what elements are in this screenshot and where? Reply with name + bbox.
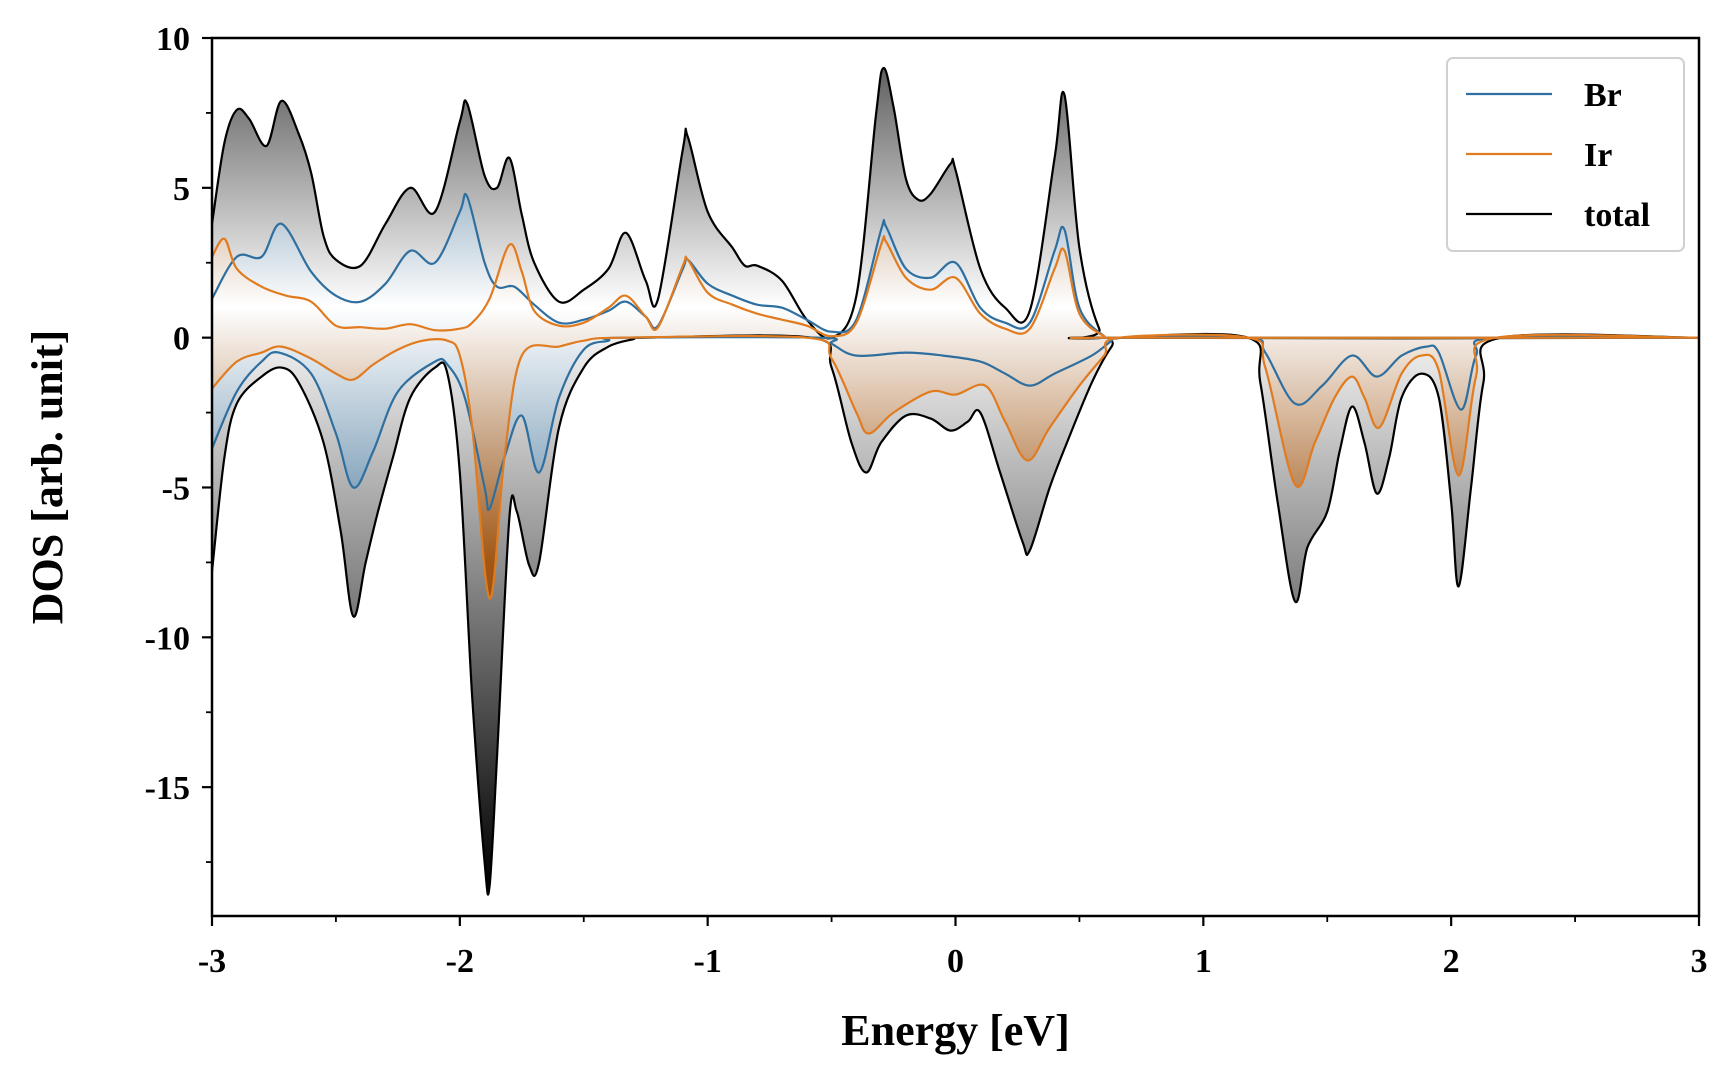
area-total-up bbox=[212, 67, 1699, 339]
x-tick-label: -1 bbox=[694, 943, 722, 980]
area-ir-down bbox=[212, 334, 1699, 599]
line-total-down bbox=[212, 332, 1699, 896]
legend-label-ir: Ir bbox=[1584, 137, 1612, 174]
legend: Br Ir total bbox=[1446, 57, 1685, 252]
legend-label-br: Br bbox=[1584, 77, 1622, 114]
line-ir-up bbox=[212, 235, 1699, 340]
x-tick-label: -3 bbox=[198, 943, 226, 980]
line-br-up bbox=[212, 192, 1699, 340]
y-tick-label: 0 bbox=[173, 321, 190, 358]
x-axis-title: Energy [eV] bbox=[841, 1006, 1070, 1055]
plot-area bbox=[212, 66, 1699, 896]
area-ir-up bbox=[212, 236, 1699, 339]
area-br-up bbox=[212, 193, 1699, 339]
legend-box bbox=[1446, 57, 1685, 252]
y-tick-label: 5 bbox=[173, 171, 190, 208]
area-total-down bbox=[212, 334, 1699, 895]
x-tick-label: 3 bbox=[1691, 943, 1708, 980]
x-tick-label: 1 bbox=[1195, 943, 1212, 980]
y-axis-title: DOS [arb. unit] bbox=[23, 330, 72, 625]
x-tick-label: 2 bbox=[1443, 943, 1460, 980]
legend-label-total: total bbox=[1584, 197, 1650, 234]
y-tick-label: -10 bbox=[145, 620, 190, 657]
line-total-up bbox=[212, 66, 1699, 340]
line-br-down bbox=[212, 335, 1699, 512]
y-tick-label: -15 bbox=[145, 770, 190, 807]
x-tick-label: -2 bbox=[446, 943, 474, 980]
line-ir-down bbox=[212, 333, 1699, 600]
x-tick-label: 0 bbox=[947, 943, 964, 980]
y-tick-label: -5 bbox=[162, 470, 190, 507]
y-tick-label: 10 bbox=[156, 21, 190, 58]
